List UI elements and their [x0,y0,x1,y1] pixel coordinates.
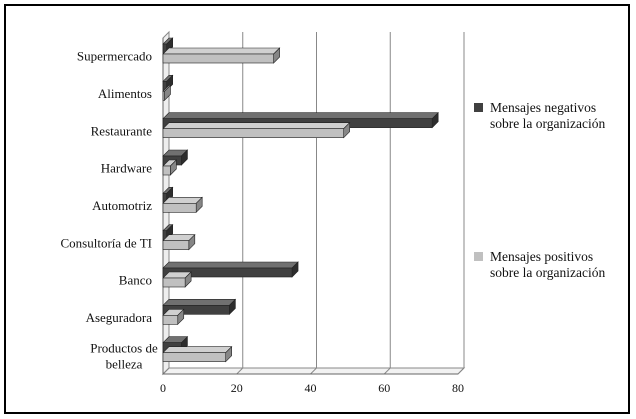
bar-layer [162,37,439,363]
bar-top-face [162,197,203,204]
legend-swatch-negative [474,103,483,112]
bar-front-face [162,315,179,325]
bar-top-face [162,299,237,306]
legend-label-negative: Mensajes negativos sobre la organización [490,100,606,131]
category-label: Automotriz [92,198,152,213]
x-tick-label: 40 [305,381,317,395]
bar-positive-8 [162,345,233,363]
bar-front-face [162,277,186,288]
bar-front-face [162,305,230,315]
bar-front-face [162,91,165,101]
grid-layer [161,30,466,376]
chart-frame: 0 20 40 60 80 Supermercado Alimentos Restaurant… [4,4,630,414]
category-label: Alimentos [98,86,152,101]
bar-front-face [162,165,171,176]
bar-negative-6 [162,261,299,278]
category-label: Aseguradora [86,310,153,325]
gridline-depth-20 [236,367,244,375]
x-tick-label: 0 [160,381,166,395]
bar-front-face [162,53,274,64]
bar-top-face [162,261,299,269]
bar-top-face [162,47,281,55]
bar-positive-6 [162,271,192,288]
bar-positive-4 [162,196,203,214]
category-label: Consultoría de TI [61,235,152,250]
bar-top-face [162,346,233,353]
category-label: Restaurante [91,123,153,138]
x-tick-label: 60 [378,381,390,395]
bar-positive-1 [162,84,172,102]
gridline-depth-60 [383,367,391,375]
bar-positive-7 [162,308,185,326]
bar-front-face [162,203,197,213]
label-layer: 0 20 40 60 80 Supermercado Alimentos Restaurant… [61,49,464,395]
category-label: Banco [119,273,152,288]
bar-top-face [162,122,351,129]
bar-front-face [162,128,344,138]
legend-label-positive: Mensajes positivos sobre la organización [490,249,606,280]
bar-top-face [162,112,439,119]
bar-front-face [162,267,293,278]
x-tick-label: 20 [231,381,243,395]
gridline-depth-40 [310,367,317,375]
bar-chart: 0 20 40 60 80 Supermercado Alimentos Restaurant… [61,30,466,395]
bar-positive-5 [162,233,196,251]
category-label: Supermercado [77,49,152,64]
bar-positive-2 [162,121,351,139]
category-label: Productos de belleza [90,340,158,371]
gridline-depth-0 [162,367,170,375]
legend-swatch-positive [474,252,483,261]
bar-front-face [162,240,190,250]
bar-positive-3 [162,159,178,176]
bar-front-face [162,352,226,362]
bar-negative-7 [162,298,237,316]
gridline-depth-80 [457,367,465,375]
x-tick-label: 80 [452,381,464,395]
category-label: Hardware [101,161,152,176]
bar-positive-0 [162,47,281,64]
